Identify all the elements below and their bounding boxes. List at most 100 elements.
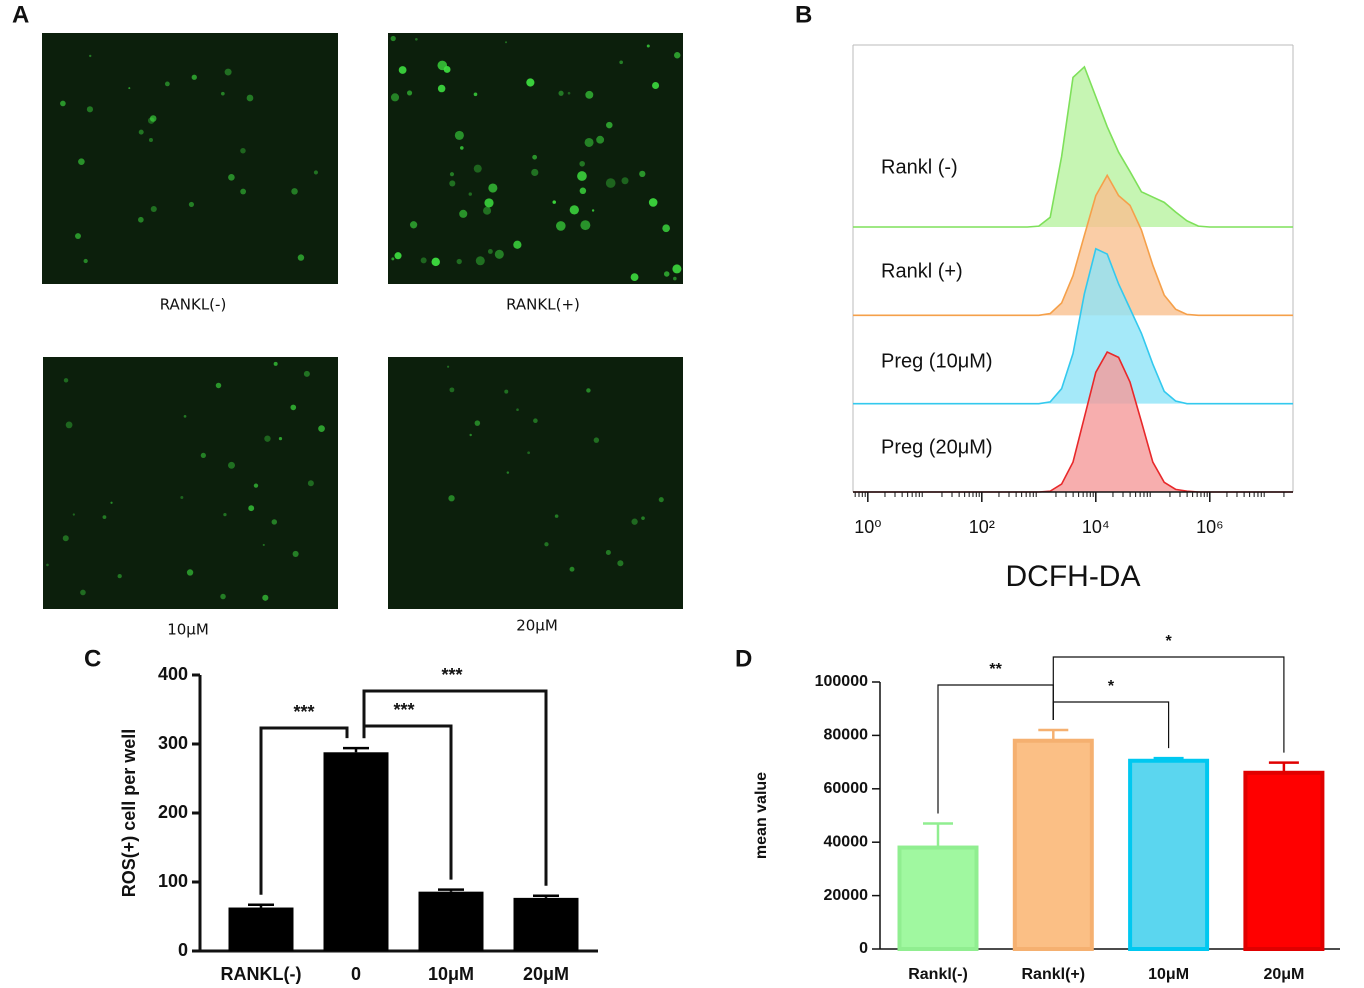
cell-spot bbox=[60, 100, 66, 107]
cell-spot bbox=[65, 421, 73, 429]
x-tick-label: 10⁰ bbox=[854, 517, 881, 537]
bar bbox=[1128, 758, 1210, 952]
cell-spot bbox=[447, 365, 450, 368]
cell-spot bbox=[138, 129, 144, 135]
significance-label: ** bbox=[989, 661, 1002, 678]
density-fill bbox=[853, 175, 1293, 316]
cell-spot bbox=[437, 84, 446, 93]
cell-spot bbox=[224, 68, 232, 76]
cell-spot bbox=[102, 515, 107, 520]
cell-spot bbox=[46, 563, 49, 567]
cell-spot bbox=[406, 90, 413, 96]
cell-spot bbox=[469, 433, 472, 437]
cell-spot bbox=[456, 258, 462, 265]
series-label: Rankl (+) bbox=[881, 260, 963, 282]
panel-label: C bbox=[84, 645, 101, 672]
cell-spot bbox=[449, 180, 456, 187]
cell-spot bbox=[494, 249, 504, 259]
cell-spot bbox=[526, 78, 535, 87]
cell-spot bbox=[577, 171, 587, 181]
significance-label: *** bbox=[293, 702, 314, 722]
cell-spot bbox=[253, 483, 259, 488]
cell-spot bbox=[605, 549, 611, 555]
cell-spot bbox=[183, 414, 187, 418]
bar bbox=[228, 907, 294, 951]
cell-spot bbox=[188, 201, 195, 208]
cell-spot bbox=[591, 209, 595, 212]
cell-spot bbox=[569, 566, 575, 572]
cell-spot bbox=[460, 146, 464, 150]
image-label: RANKL(-) bbox=[160, 296, 227, 314]
significance-label: *** bbox=[393, 700, 414, 720]
cell-spot bbox=[662, 224, 670, 233]
y-tick-label: 0 bbox=[859, 940, 868, 957]
cell-spot bbox=[186, 569, 194, 576]
cell-spot bbox=[394, 252, 402, 260]
cell-spot bbox=[579, 160, 585, 167]
y-tick-label: 200 bbox=[158, 802, 188, 822]
cell-spot bbox=[390, 35, 396, 42]
cell-spot bbox=[215, 382, 222, 389]
y-axis-label: ROS(+) cell per well bbox=[119, 729, 139, 898]
cell-spot bbox=[264, 435, 271, 442]
cell-spot bbox=[516, 408, 519, 412]
significance-bracket bbox=[1052, 656, 1285, 753]
micrograph bbox=[388, 357, 683, 609]
cell-spot bbox=[148, 138, 153, 143]
cell-spot bbox=[78, 158, 85, 165]
cell-spot bbox=[200, 452, 206, 459]
bar bbox=[418, 891, 484, 951]
cell-spot bbox=[658, 497, 664, 503]
y-axis-label: mean value bbox=[753, 772, 770, 859]
cell-spot bbox=[552, 200, 556, 204]
cell-spot bbox=[673, 276, 677, 281]
cell-spot bbox=[390, 93, 400, 102]
cell-spot bbox=[307, 480, 314, 487]
cell-spot bbox=[409, 221, 418, 229]
cell-spot bbox=[63, 378, 69, 383]
cell-spot bbox=[504, 389, 509, 394]
bar bbox=[897, 845, 979, 951]
bar bbox=[1012, 738, 1094, 951]
cell-spot bbox=[89, 54, 92, 58]
cell-spot bbox=[569, 205, 579, 215]
image-label: 20μM bbox=[516, 617, 558, 635]
cell-spot bbox=[506, 471, 510, 474]
y-tick-label: 40000 bbox=[824, 833, 869, 850]
micrograph bbox=[43, 357, 338, 609]
x-tick-label: 10μM bbox=[1148, 966, 1189, 983]
x-tick-label: Rankl(+) bbox=[1022, 966, 1086, 983]
cell-spot bbox=[297, 254, 305, 261]
cell-spot bbox=[128, 87, 131, 90]
cell-spot bbox=[484, 198, 494, 208]
density-fill bbox=[853, 66, 1293, 227]
y-tick-label: 100 bbox=[158, 871, 188, 891]
cell-spot bbox=[150, 205, 157, 213]
cell-spot bbox=[621, 177, 629, 185]
cell-spot bbox=[474, 420, 481, 426]
cell-spot bbox=[513, 240, 522, 249]
cell-spot bbox=[248, 505, 255, 512]
x-axis-label: DCFH-DA bbox=[1006, 560, 1141, 593]
cell-spot bbox=[220, 593, 226, 600]
cell-spot bbox=[246, 94, 254, 102]
y-tick-label: 60000 bbox=[824, 780, 869, 797]
cell-spot bbox=[531, 168, 539, 177]
cell-spot bbox=[473, 92, 478, 97]
cell-spot bbox=[567, 91, 571, 95]
y-tick-label: 400 bbox=[158, 664, 188, 684]
cell-spot bbox=[584, 137, 594, 147]
cell-spot bbox=[527, 451, 531, 455]
cell-spot bbox=[674, 52, 681, 59]
significance-label: * bbox=[1165, 633, 1172, 650]
cell-spot bbox=[631, 518, 638, 525]
x-tick-label: 20μM bbox=[1263, 966, 1304, 983]
micrograph bbox=[42, 33, 338, 284]
cell-spot bbox=[420, 257, 427, 264]
cell-spot bbox=[278, 436, 283, 441]
x-tick-label: 10⁴ bbox=[1082, 517, 1110, 537]
series-label: Preg (10μM) bbox=[881, 350, 993, 372]
cell-spot bbox=[585, 90, 594, 99]
cell-spot bbox=[558, 90, 564, 96]
cell-spot bbox=[593, 437, 600, 443]
